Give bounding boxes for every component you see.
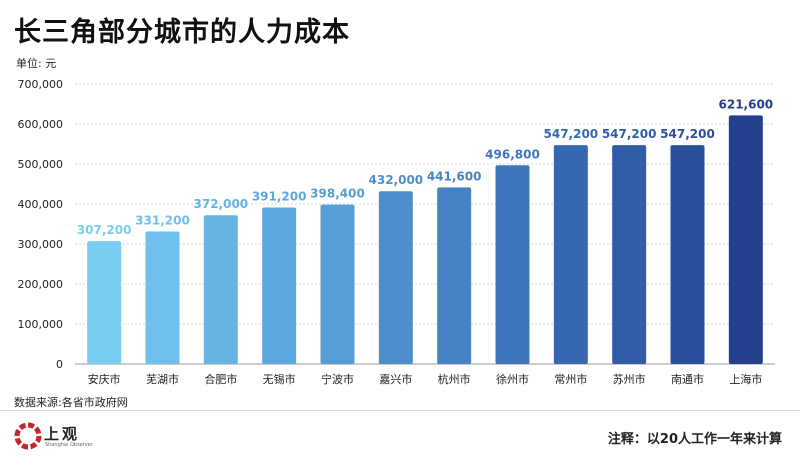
logo-subtext: Shanghai Observer [45,442,93,448]
x-tick-label: 宁波市 [321,372,354,386]
y-axis: 0 100,000 200,000 300,000 400,000 500,000 600,… [18,78,64,371]
footnote: 注释：以20人工作一年来计算 [607,432,782,447]
x-tick-label: 嘉兴市 [379,372,412,386]
chart-title: 长三角部分城市的人力成本 [14,17,350,48]
data-label: 331,200 [135,214,190,228]
x-tick-label: 安庆市 [88,372,121,386]
bar [728,115,763,364]
bars [87,115,763,364]
shangguan-logo-icon [14,422,42,450]
y-tick-label: 600,000 [18,118,64,131]
bar [87,241,122,364]
gridlines [75,83,775,365]
y-tick-label: 100,000 [18,318,64,331]
bar [262,207,297,364]
x-tick-label: 常州市 [554,372,587,386]
y-tick-label: 300,000 [18,238,64,251]
data-label: 372,000 [194,197,249,211]
bar [670,145,705,364]
data-label: 307,200 [77,223,132,237]
bar [553,145,588,364]
data-label: 496,800 [485,147,540,161]
data-label: 432,000 [369,173,424,187]
x-tick-label: 苏州市 [613,372,646,386]
data-label: 547,200 [660,127,715,141]
data-label: 621,600 [719,97,774,111]
bar [495,165,530,364]
footer-divider [0,410,800,411]
x-tick-label: 徐州市 [496,372,529,386]
y-tick-label: 200,000 [18,278,64,291]
data-label: 441,600 [427,169,482,183]
x-tick-label: 合肥市 [204,372,237,386]
bar [320,204,355,364]
x-tick-label: 无锡市 [263,372,296,386]
x-axis: 安庆市 芜湖市 合肥市 无锡市 宁波市 嘉兴市 杭州市 徐州市 常州市 苏州市 南通市 上海市 [88,372,763,386]
x-tick-label: 上海市 [729,372,762,386]
logo-text: 上观 [44,425,81,443]
x-tick-label: 芜湖市 [146,372,179,386]
data-label: 391,200 [252,190,307,204]
bar-chart: 0 100,000 200,000 300,000 400,000 500,000 600,… [18,78,775,386]
bar [145,231,180,364]
x-tick-label: 南通市 [671,372,704,386]
bar [437,187,472,364]
y-tick-label: 700,000 [18,78,64,91]
y-tick-label: 400,000 [18,198,64,211]
data-source: 数据来源:各省市政府网 [14,396,128,409]
bar [612,145,647,364]
y-tick-label: 500,000 [18,158,64,171]
data-label: 547,200 [602,127,657,141]
unit-label: 单位: 元 [16,57,57,70]
x-tick-label: 杭州市 [438,372,471,386]
bar [203,215,238,364]
y-tick-label: 0 [56,358,63,371]
bar [378,191,413,364]
data-label: 398,400 [310,187,365,201]
data-label: 547,200 [544,127,599,141]
